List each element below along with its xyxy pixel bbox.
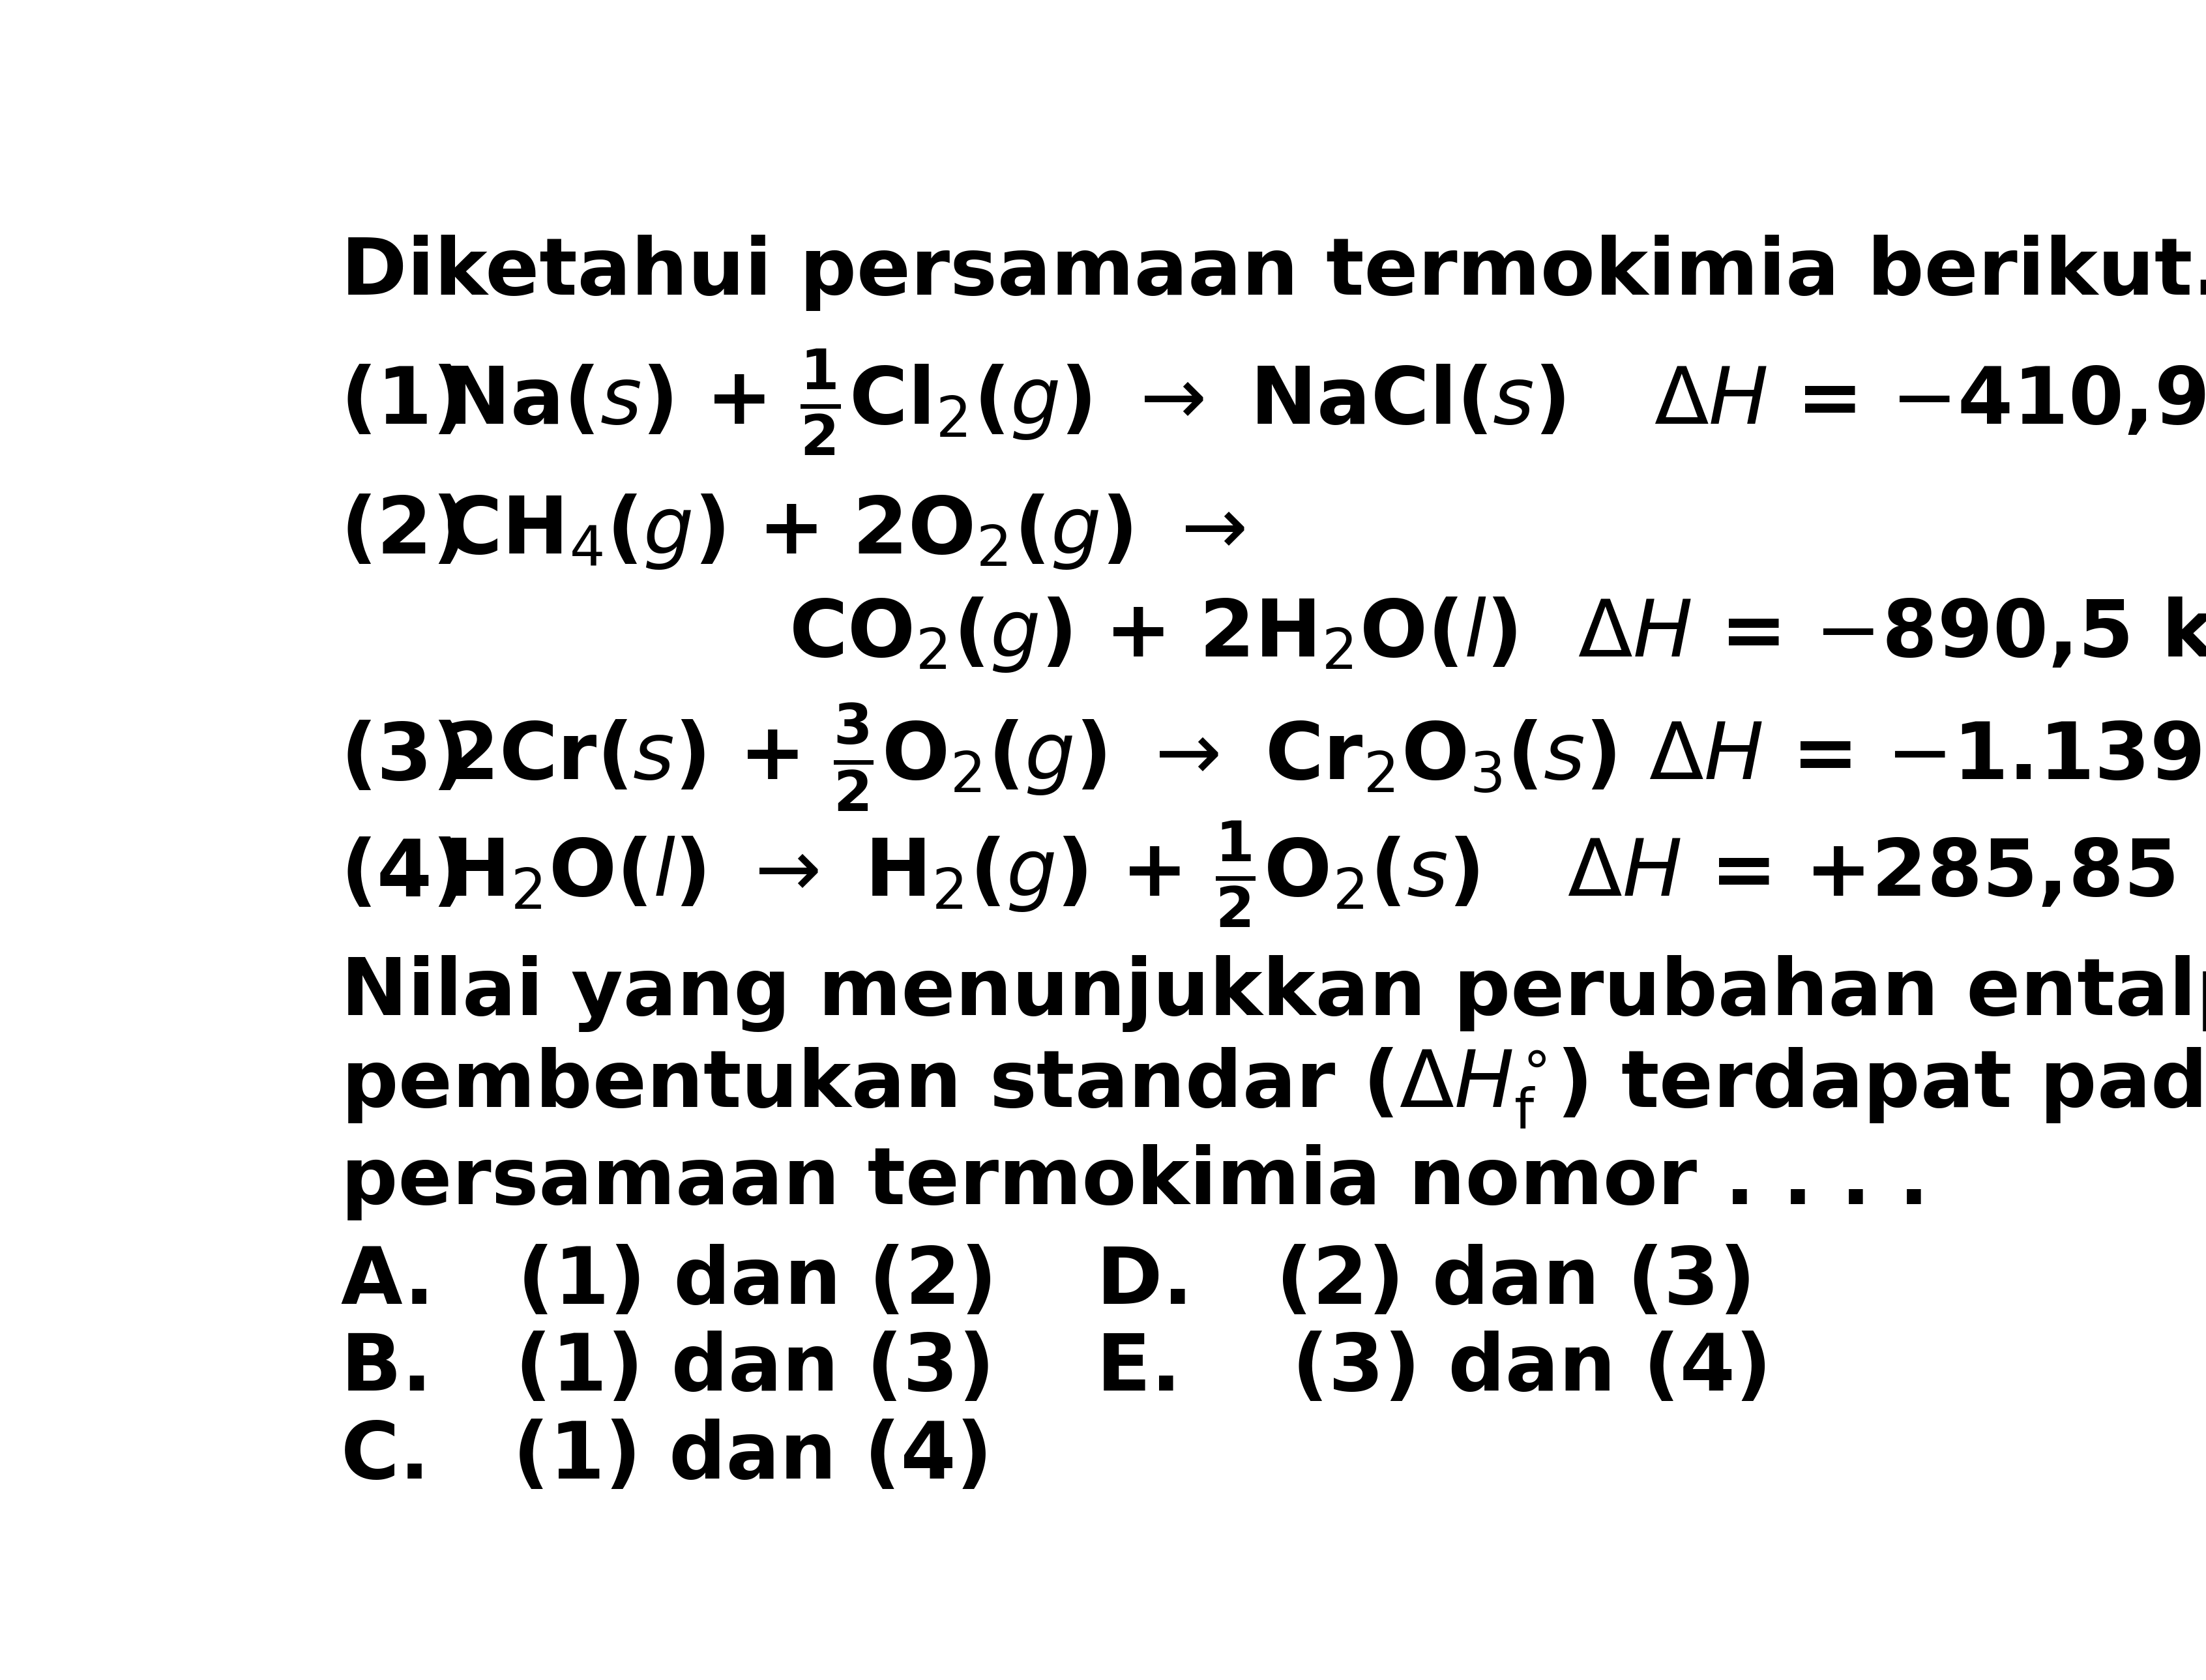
Text: 2Cr($s$) + $\mathbf{\frac{3}{2}}$O$_2$($g$) $\rightarrow$ Cr$_2$O$_3$($s$) $\Del: 2Cr($s$) + $\mathbf{\frac{3}{2}}$O$_2$($… — [443, 702, 2206, 813]
Text: Nilai yang menunjukkan perubahan entalpi: Nilai yang menunjukkan perubahan entalpi — [340, 954, 2206, 1032]
Text: Diketahui persamaan termokimia berikut.: Diketahui persamaan termokimia berikut. — [340, 235, 2206, 311]
Text: CO$_2$($g$) + 2H$_2$O($l$)  $\Delta H$ = $-$890,5 kJ: CO$_2$($g$) + 2H$_2$O($l$) $\Delta H$ = … — [790, 595, 2206, 674]
Text: B.   (1) dan (3): B. (1) dan (3) — [340, 1331, 995, 1406]
Text: A.   (1) dan (2): A. (1) dan (2) — [340, 1243, 997, 1320]
Text: (2): (2) — [340, 494, 470, 570]
Text: (4): (4) — [340, 837, 470, 912]
Text: pembentukan standar ($\Delta H_{\mathrm{f}}^{\circ}$) terdapat pada: pembentukan standar ($\Delta H_{\mathrm{… — [340, 1047, 2206, 1129]
Text: CH$_4$($g$) + 2O$_2$($g$) $\rightarrow$: CH$_4$($g$) + 2O$_2$($g$) $\rightarrow$ — [443, 492, 1244, 571]
Text: H$_2$O($l$) $\rightarrow$ H$_2$($g$) + $\mathbf{\frac{1}{2}}$O$_2$($s$)   $\Delt: H$_2$O($l$) $\rightarrow$ H$_2$($g$) + $… — [443, 820, 2206, 929]
Text: (3): (3) — [340, 719, 470, 796]
Text: C.   (1) dan (4): C. (1) dan (4) — [340, 1418, 993, 1495]
Text: D.   (2) dan (3): D. (2) dan (3) — [1096, 1243, 1756, 1320]
Text: (1): (1) — [340, 365, 470, 440]
Text: Na($s$) + $\mathbf{\frac{1}{2}}$Cl$_2$($g$) $\rightarrow$ NaCl($s$)   $\Delta H$: Na($s$) + $\mathbf{\frac{1}{2}}$Cl$_2$($… — [443, 348, 2206, 457]
Text: persamaan termokimia nomor . . . .: persamaan termokimia nomor . . . . — [340, 1144, 1928, 1220]
Text: E.    (3) dan (4): E. (3) dan (4) — [1096, 1331, 1771, 1406]
